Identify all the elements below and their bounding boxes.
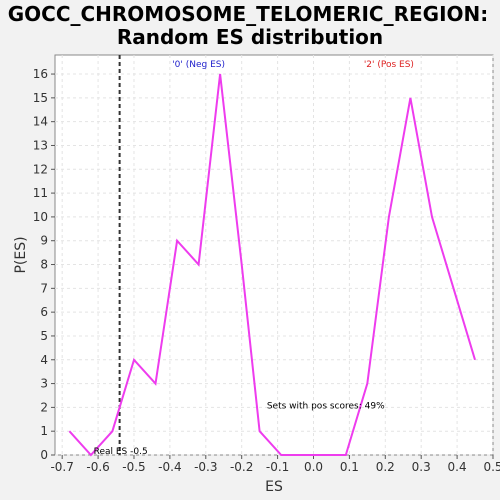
x-tick-label: 0.3 (412, 460, 431, 474)
pos-scores-annotation: Sets with pos scores: 49% (267, 402, 385, 412)
x-axis-ticks: -0.7 -0.6 -0.5 -0.4 -0.3 -0.2 -0.1 0.0 0.1 0.2 0.3… (50, 455, 500, 474)
x-tick-label: 0.1 (340, 460, 359, 474)
x-tick-label: 0.0 (304, 460, 323, 474)
x-tick-label: -0.1 (266, 460, 289, 474)
x-axis-label: ES (265, 479, 283, 495)
x-tick-label: -0.4 (158, 460, 181, 474)
y-tick-label: 14 (33, 115, 48, 129)
series-line (68, 73, 476, 457)
x-tick-label: -0.2 (230, 460, 253, 474)
x-tick-label: -0.3 (194, 460, 217, 474)
x-tick-label: -0.6 (86, 460, 109, 474)
y-tick-label: 13 (33, 138, 48, 152)
y-tick-label: 7 (40, 281, 48, 295)
y-tick-label: 9 (40, 234, 48, 248)
real-es-label: Real ES -0.5 (94, 447, 148, 457)
chart-title-line2: Random ES distribution (117, 25, 383, 49)
y-tick-label: 1 (40, 424, 48, 438)
chart-title-line1: GOCC_CHROMOSOME_TELOMERIC_REGION: (8, 2, 489, 26)
y-tick-label: 6 (40, 305, 48, 319)
plot-area (54, 54, 494, 456)
y-tick-label: 3 (40, 377, 48, 391)
x-tick-label: 0.5 (483, 460, 500, 474)
y-tick-label: 15 (33, 91, 48, 105)
y-tick-label: 2 (40, 400, 48, 414)
grid-layer (55, 55, 494, 456)
y-tick-label: 16 (33, 67, 48, 81)
x-tick-label: -0.7 (50, 460, 73, 474)
neg-es-annotation: '0' (Neg ES) (172, 60, 225, 70)
y-axis-label: P(ES) (13, 236, 29, 273)
y-tick-label: 10 (33, 210, 48, 224)
y-tick-label: 12 (33, 162, 48, 176)
y-tick-label: 11 (33, 186, 48, 200)
y-tick-label: 4 (40, 353, 48, 367)
y-tick-label: 8 (40, 258, 48, 272)
y-tick-label: 0 (40, 448, 48, 462)
pos-es-annotation: '2' (Pos ES) (364, 60, 414, 70)
x-tick-label: -0.5 (122, 460, 145, 474)
y-tick-label: 5 (40, 329, 48, 343)
x-tick-label: 0.2 (376, 460, 395, 474)
x-tick-label: 0.4 (448, 460, 467, 474)
